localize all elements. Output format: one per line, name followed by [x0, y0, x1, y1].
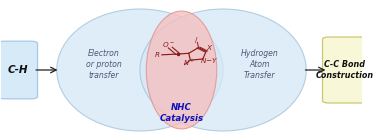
Text: $X$: $X$: [206, 43, 214, 52]
Text: Electron
or proton
transfer: Electron or proton transfer: [86, 49, 122, 80]
Text: $O^-$: $O^-$: [162, 40, 175, 49]
Text: $R$: $R$: [154, 50, 160, 59]
Ellipse shape: [57, 9, 223, 131]
Text: $N^+$: $N^+$: [183, 58, 195, 68]
Text: /: /: [195, 37, 197, 43]
Text: NHC
Catalysis: NHC Catalysis: [160, 103, 204, 123]
Text: C-H: C-H: [8, 65, 28, 75]
Ellipse shape: [146, 11, 217, 129]
Ellipse shape: [140, 9, 306, 131]
Text: C-C Bond
Construction: C-C Bond Construction: [316, 60, 374, 80]
FancyBboxPatch shape: [0, 41, 37, 99]
Text: $N\!-\!Y$: $N\!-\!Y$: [200, 56, 219, 65]
Text: Hydrogen
Atom
Transfer: Hydrogen Atom Transfer: [240, 49, 278, 80]
FancyBboxPatch shape: [322, 37, 367, 103]
